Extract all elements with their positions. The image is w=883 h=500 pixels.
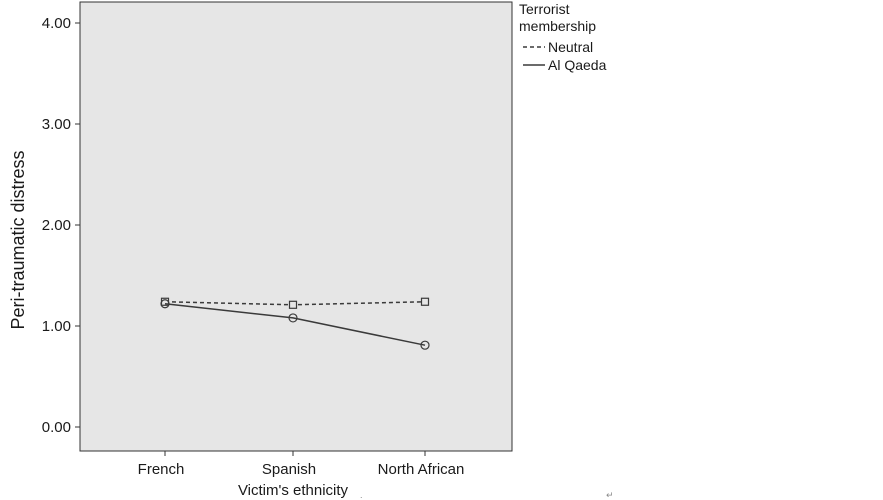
y-tick-label: 1.00 [42, 318, 71, 335]
data-point-circle [160, 299, 170, 309]
y-tick-label: 3.00 [42, 116, 71, 133]
legend-label: Al Qaeda [548, 57, 607, 73]
x-tick-label: Spanish [262, 461, 316, 478]
legend-title: Terrorist membership [519, 1, 596, 34]
series-al-qaeda [160, 299, 430, 350]
legend-label: Neutral [548, 39, 593, 55]
legend-items: Neutral Al Qaeda [523, 39, 607, 73]
x-tick-label: French [138, 461, 185, 478]
stray-return-mark: ↵ [606, 490, 614, 500]
y-tick-label: 0.00 [42, 419, 71, 436]
x-axis-title: Victim's ethnicity [238, 482, 349, 499]
data-point-square [420, 297, 430, 306]
legend-title-line-2: membership [519, 18, 596, 34]
data-point-circle [288, 313, 298, 323]
x-tick-label: North African [378, 461, 465, 478]
stray-mark: . [360, 490, 363, 500]
y-tick-label: 4.00 [42, 15, 71, 32]
series-line [164, 303, 426, 346]
series-neutral [160, 297, 430, 309]
legend-title-line-1: Terrorist [519, 1, 570, 17]
y-axis: 0.00 1.00 2.00 3.00 4.00 [42, 15, 80, 436]
data-point-square [288, 300, 298, 309]
y-axis-title: Peri-traumatic distress [8, 150, 28, 329]
x-axis: French Spanish North African [138, 451, 465, 478]
legend: Terrorist membership Neutral Al Qaeda [519, 1, 607, 73]
series-layer [160, 297, 430, 350]
y-tick-label: 2.00 [42, 217, 71, 234]
plot-area [79, 1, 513, 452]
data-point-circle [420, 340, 430, 350]
